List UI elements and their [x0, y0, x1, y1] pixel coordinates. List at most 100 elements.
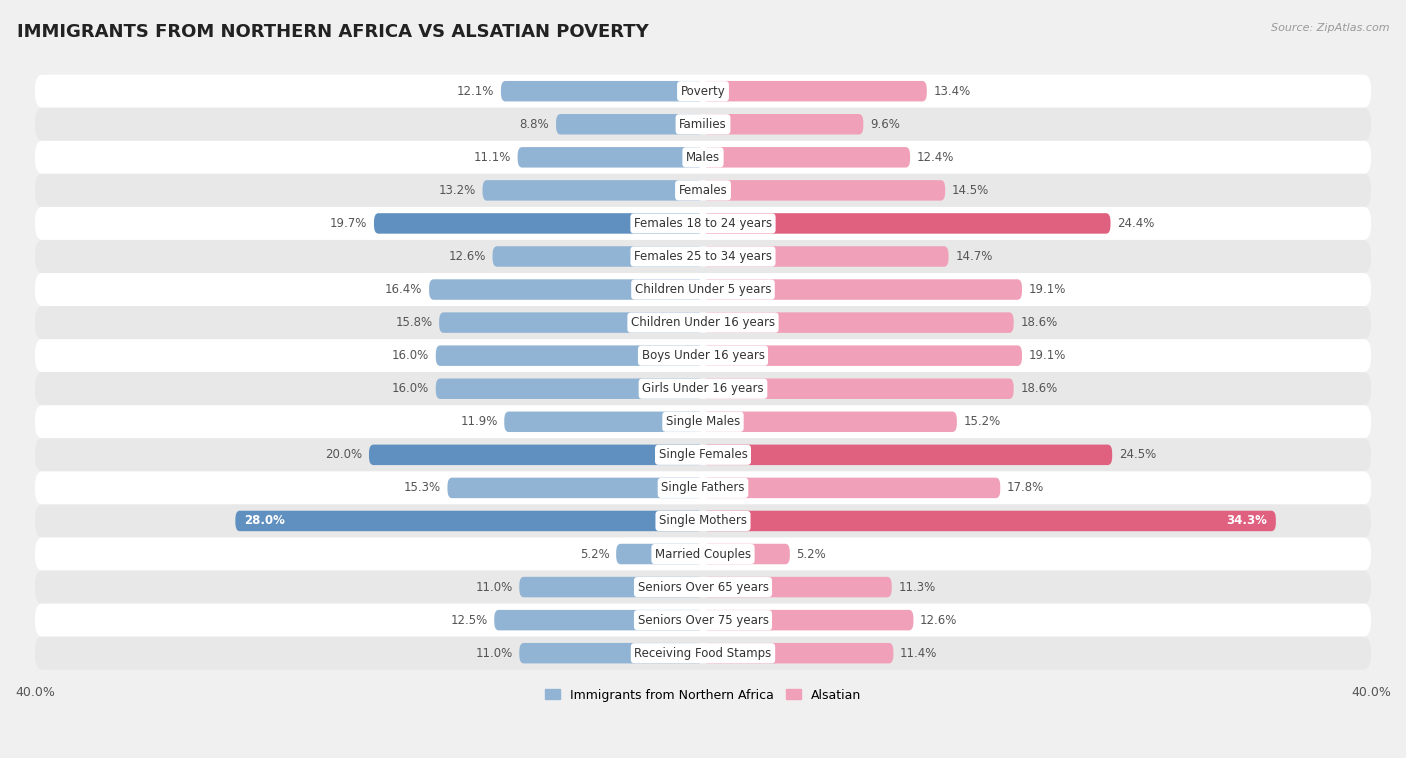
FancyBboxPatch shape	[703, 114, 863, 134]
FancyBboxPatch shape	[35, 504, 1371, 537]
Text: 16.0%: 16.0%	[392, 349, 429, 362]
FancyBboxPatch shape	[492, 246, 703, 267]
Text: 20.0%: 20.0%	[325, 448, 363, 462]
FancyBboxPatch shape	[35, 108, 1371, 141]
Text: 13.4%: 13.4%	[934, 85, 970, 98]
Text: Females 25 to 34 years: Females 25 to 34 years	[634, 250, 772, 263]
FancyBboxPatch shape	[35, 471, 1371, 504]
Text: 11.9%: 11.9%	[460, 415, 498, 428]
Text: 14.5%: 14.5%	[952, 184, 988, 197]
FancyBboxPatch shape	[35, 306, 1371, 339]
Text: 19.7%: 19.7%	[330, 217, 367, 230]
Text: 16.4%: 16.4%	[385, 283, 422, 296]
Text: Children Under 5 years: Children Under 5 years	[634, 283, 772, 296]
Text: Single Fathers: Single Fathers	[661, 481, 745, 494]
FancyBboxPatch shape	[703, 412, 957, 432]
Text: 15.8%: 15.8%	[395, 316, 433, 329]
FancyBboxPatch shape	[35, 603, 1371, 637]
FancyBboxPatch shape	[35, 141, 1371, 174]
FancyBboxPatch shape	[703, 478, 1000, 498]
Text: 18.6%: 18.6%	[1021, 316, 1057, 329]
FancyBboxPatch shape	[703, 543, 790, 564]
FancyBboxPatch shape	[35, 240, 1371, 273]
FancyBboxPatch shape	[703, 312, 1014, 333]
Text: 12.4%: 12.4%	[917, 151, 955, 164]
FancyBboxPatch shape	[517, 147, 703, 168]
Text: Boys Under 16 years: Boys Under 16 years	[641, 349, 765, 362]
FancyBboxPatch shape	[703, 378, 1014, 399]
FancyBboxPatch shape	[703, 279, 1022, 300]
FancyBboxPatch shape	[616, 543, 703, 564]
Text: Single Mothers: Single Mothers	[659, 515, 747, 528]
Text: 12.6%: 12.6%	[920, 614, 957, 627]
Text: Poverty: Poverty	[681, 85, 725, 98]
Text: 12.5%: 12.5%	[450, 614, 488, 627]
FancyBboxPatch shape	[35, 537, 1371, 571]
FancyBboxPatch shape	[703, 213, 1111, 233]
Text: 18.6%: 18.6%	[1021, 382, 1057, 395]
FancyBboxPatch shape	[703, 81, 927, 102]
Text: 8.8%: 8.8%	[520, 117, 550, 131]
FancyBboxPatch shape	[482, 180, 703, 201]
FancyBboxPatch shape	[429, 279, 703, 300]
Text: Children Under 16 years: Children Under 16 years	[631, 316, 775, 329]
FancyBboxPatch shape	[35, 438, 1371, 471]
Text: 34.3%: 34.3%	[1226, 515, 1268, 528]
Text: 24.5%: 24.5%	[1119, 448, 1156, 462]
FancyBboxPatch shape	[35, 207, 1371, 240]
FancyBboxPatch shape	[35, 339, 1371, 372]
FancyBboxPatch shape	[439, 312, 703, 333]
FancyBboxPatch shape	[495, 610, 703, 631]
Text: 19.1%: 19.1%	[1029, 349, 1066, 362]
FancyBboxPatch shape	[35, 637, 1371, 670]
FancyBboxPatch shape	[35, 174, 1371, 207]
Text: Source: ZipAtlas.com: Source: ZipAtlas.com	[1271, 23, 1389, 33]
FancyBboxPatch shape	[703, 511, 1275, 531]
FancyBboxPatch shape	[35, 75, 1371, 108]
FancyBboxPatch shape	[35, 406, 1371, 438]
Text: 15.2%: 15.2%	[963, 415, 1001, 428]
FancyBboxPatch shape	[447, 478, 703, 498]
Text: Girls Under 16 years: Girls Under 16 years	[643, 382, 763, 395]
Text: Single Males: Single Males	[666, 415, 740, 428]
Text: Families: Families	[679, 117, 727, 131]
Text: 16.0%: 16.0%	[392, 382, 429, 395]
Text: Seniors Over 75 years: Seniors Over 75 years	[637, 614, 769, 627]
FancyBboxPatch shape	[505, 412, 703, 432]
Text: Males: Males	[686, 151, 720, 164]
FancyBboxPatch shape	[235, 511, 703, 531]
FancyBboxPatch shape	[703, 445, 1112, 465]
FancyBboxPatch shape	[703, 346, 1022, 366]
FancyBboxPatch shape	[703, 180, 945, 201]
Legend: Immigrants from Northern Africa, Alsatian: Immigrants from Northern Africa, Alsatia…	[540, 684, 866, 706]
Text: 5.2%: 5.2%	[797, 547, 827, 560]
FancyBboxPatch shape	[35, 372, 1371, 406]
Text: 15.3%: 15.3%	[404, 481, 441, 494]
Text: 13.2%: 13.2%	[439, 184, 475, 197]
Text: 12.6%: 12.6%	[449, 250, 486, 263]
FancyBboxPatch shape	[35, 273, 1371, 306]
Text: 11.0%: 11.0%	[475, 581, 513, 594]
Text: Seniors Over 65 years: Seniors Over 65 years	[637, 581, 769, 594]
Text: 24.4%: 24.4%	[1118, 217, 1154, 230]
Text: 17.8%: 17.8%	[1007, 481, 1045, 494]
FancyBboxPatch shape	[555, 114, 703, 134]
Text: Receiving Food Stamps: Receiving Food Stamps	[634, 647, 772, 659]
Text: Females 18 to 24 years: Females 18 to 24 years	[634, 217, 772, 230]
Text: Females: Females	[679, 184, 727, 197]
FancyBboxPatch shape	[374, 213, 703, 233]
FancyBboxPatch shape	[501, 81, 703, 102]
FancyBboxPatch shape	[519, 643, 703, 663]
Text: IMMIGRANTS FROM NORTHERN AFRICA VS ALSATIAN POVERTY: IMMIGRANTS FROM NORTHERN AFRICA VS ALSAT…	[17, 23, 648, 41]
Text: 9.6%: 9.6%	[870, 117, 900, 131]
Text: 5.2%: 5.2%	[579, 547, 609, 560]
Text: 12.1%: 12.1%	[457, 85, 495, 98]
FancyBboxPatch shape	[35, 571, 1371, 603]
FancyBboxPatch shape	[703, 246, 949, 267]
Text: 19.1%: 19.1%	[1029, 283, 1066, 296]
Text: 28.0%: 28.0%	[243, 515, 284, 528]
FancyBboxPatch shape	[368, 445, 703, 465]
Text: 11.0%: 11.0%	[475, 647, 513, 659]
FancyBboxPatch shape	[519, 577, 703, 597]
Text: 14.7%: 14.7%	[955, 250, 993, 263]
